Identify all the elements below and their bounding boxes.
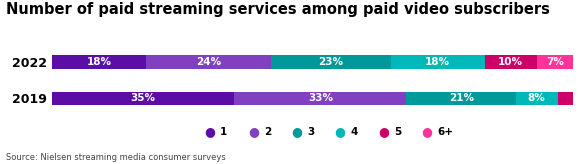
Text: ●: ● [291, 125, 302, 139]
Text: Source: Nielsen streaming media consumer surveys: Source: Nielsen streaming media consumer… [6, 153, 226, 162]
Text: ●: ● [335, 125, 346, 139]
Text: 5: 5 [394, 127, 401, 137]
Bar [406, 92, 516, 105]
Bar [516, 92, 558, 105]
Bar [146, 55, 271, 69]
Text: 24%: 24% [196, 57, 221, 67]
Bar [52, 55, 146, 69]
Text: Number of paid streaming services among paid video subscribers: Number of paid streaming services among … [6, 2, 549, 17]
Text: 3: 3 [307, 127, 314, 137]
Text: 21%: 21% [449, 93, 474, 103]
Bar [558, 92, 573, 105]
Text: 35%: 35% [131, 93, 156, 103]
Text: ●: ● [248, 125, 259, 139]
Text: ●: ● [422, 125, 433, 139]
Bar [271, 55, 391, 69]
Bar [234, 92, 406, 105]
Text: 18%: 18% [86, 57, 112, 67]
Text: 7%: 7% [546, 57, 564, 67]
Text: 23%: 23% [318, 57, 343, 67]
Text: 8%: 8% [528, 93, 545, 103]
Text: 2: 2 [264, 127, 271, 137]
Bar [52, 92, 234, 105]
Text: ●: ● [204, 125, 215, 139]
Bar [537, 55, 573, 69]
Text: 1: 1 [221, 127, 228, 137]
Text: 4: 4 [351, 127, 358, 137]
Text: ●: ● [378, 125, 389, 139]
Bar [391, 55, 485, 69]
Text: 6+: 6+ [438, 127, 453, 137]
Text: 10%: 10% [498, 57, 523, 67]
Bar [485, 55, 537, 69]
Text: 18%: 18% [425, 57, 450, 67]
Text: 33%: 33% [308, 93, 333, 103]
